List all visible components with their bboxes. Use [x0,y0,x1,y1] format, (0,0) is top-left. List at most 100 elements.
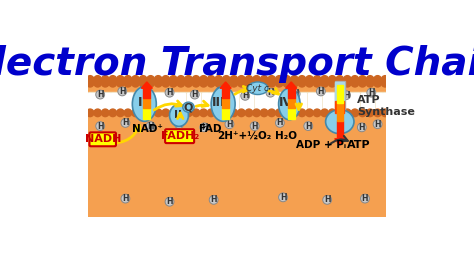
Text: H: H [166,197,173,206]
Circle shape [291,80,298,87]
Circle shape [207,80,215,87]
Circle shape [117,109,124,117]
Circle shape [121,119,130,127]
Circle shape [298,76,306,83]
Circle shape [366,80,374,87]
Circle shape [162,76,170,83]
Circle shape [374,80,382,87]
Bar [315,93,321,110]
Circle shape [185,76,192,83]
Circle shape [245,76,253,83]
Circle shape [237,80,245,87]
Circle shape [177,76,185,83]
Text: H: H [141,92,147,101]
Bar [270,93,276,110]
Circle shape [366,76,374,83]
Text: H: H [97,90,103,99]
Text: FAD: FAD [199,124,222,134]
Circle shape [237,109,245,117]
Bar [323,93,329,110]
Bar [187,93,193,110]
Text: H: H [343,91,349,100]
Circle shape [357,123,366,132]
Bar [111,93,117,110]
Circle shape [336,76,344,83]
Circle shape [132,80,139,87]
Bar [118,93,125,110]
Text: H: H [318,87,324,96]
Circle shape [170,80,177,87]
Text: H: H [166,88,173,97]
Circle shape [245,80,253,87]
Circle shape [245,109,253,117]
Circle shape [336,109,344,117]
Circle shape [359,76,366,83]
Bar [335,81,345,114]
Text: H: H [122,194,128,203]
Circle shape [177,80,185,87]
Bar [255,93,261,110]
Bar [346,93,352,110]
Circle shape [344,109,351,117]
Circle shape [283,80,291,87]
Text: H: H [201,123,208,132]
Circle shape [268,80,275,87]
Circle shape [253,76,260,83]
Circle shape [139,76,147,83]
Circle shape [382,80,389,87]
Circle shape [215,76,222,83]
Circle shape [250,122,259,131]
Circle shape [359,109,366,117]
Bar [300,93,306,110]
Circle shape [317,87,325,96]
Circle shape [94,76,101,83]
Text: H: H [324,195,330,204]
Circle shape [200,109,207,117]
Circle shape [101,76,109,83]
Circle shape [118,87,127,96]
Circle shape [117,76,124,83]
Bar [194,93,201,110]
Circle shape [260,80,268,87]
Bar [383,93,390,110]
Circle shape [328,80,336,87]
Circle shape [283,109,291,117]
Text: H: H [292,89,299,98]
Ellipse shape [248,82,268,94]
Polygon shape [141,82,152,88]
Text: H: H [119,87,126,96]
Circle shape [86,76,94,83]
Circle shape [174,120,183,128]
Circle shape [200,123,209,132]
Circle shape [215,80,222,87]
Circle shape [351,109,359,117]
Circle shape [275,76,283,83]
Circle shape [275,109,283,117]
Circle shape [342,91,350,99]
Circle shape [215,109,222,117]
Bar [88,93,94,110]
Bar [179,93,185,110]
Circle shape [162,109,170,117]
Circle shape [275,80,283,87]
Circle shape [124,109,132,117]
Circle shape [225,120,234,128]
Bar [141,93,147,110]
Text: H: H [333,120,340,129]
Bar [126,93,132,110]
Circle shape [192,109,200,117]
Circle shape [291,109,298,117]
Bar [247,93,254,110]
Circle shape [268,76,275,83]
Text: ATP: ATP [347,140,371,150]
Circle shape [328,109,336,117]
Bar [277,93,283,110]
Circle shape [191,90,199,99]
Circle shape [306,80,313,87]
Bar [202,93,208,110]
Circle shape [96,122,105,131]
Circle shape [86,80,94,87]
Circle shape [241,92,250,100]
Circle shape [344,80,351,87]
Bar [336,101,344,114]
